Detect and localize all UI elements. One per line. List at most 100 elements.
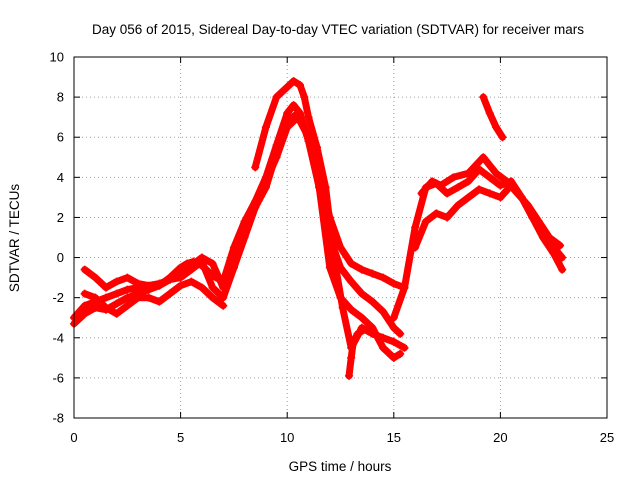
data-point-marker xyxy=(558,265,567,274)
data-point-marker xyxy=(289,77,298,86)
data-point-marker xyxy=(338,303,347,312)
data-point-marker xyxy=(411,223,420,232)
y-tick-label: -2 xyxy=(52,290,64,305)
y-tick-label: 0 xyxy=(57,250,64,265)
data-point-marker xyxy=(112,277,121,286)
data-point-marker xyxy=(545,233,554,242)
series-trace xyxy=(70,101,404,362)
data-point-marker xyxy=(475,185,484,194)
data-point-marker xyxy=(345,371,354,380)
data-point-marker xyxy=(165,289,174,298)
data-point-marker xyxy=(208,293,217,302)
data-point-marker xyxy=(464,177,473,186)
chart-title: Day 056 of 2015, Sidereal Day-to-day VTE… xyxy=(92,22,584,37)
data-point-marker xyxy=(336,243,345,252)
data-point-marker xyxy=(123,301,132,310)
data-point-marker xyxy=(379,333,388,342)
series-layer xyxy=(70,77,567,380)
data-point-marker xyxy=(368,297,377,306)
data-point-marker xyxy=(389,337,398,346)
data-point-marker xyxy=(251,203,260,212)
data-point-marker xyxy=(101,283,110,292)
x-tick-label: 5 xyxy=(177,430,184,445)
data-point-marker xyxy=(479,153,488,162)
data-point-marker xyxy=(498,133,507,142)
data-point-marker xyxy=(123,293,132,302)
data-point-marker xyxy=(80,301,89,310)
data-point-marker xyxy=(453,201,462,210)
data-point-marker xyxy=(359,325,368,334)
data-point-marker xyxy=(187,277,196,286)
data-point-marker xyxy=(240,229,249,238)
data-point-marker xyxy=(229,263,238,272)
data-point-marker xyxy=(464,169,473,178)
data-point-marker xyxy=(321,183,330,192)
data-point-marker xyxy=(91,293,100,302)
x-tick-label: 0 xyxy=(70,430,77,445)
data-point-marker xyxy=(91,273,100,282)
data-point-marker xyxy=(144,281,153,290)
data-point-marker xyxy=(283,117,292,126)
data-point-marker xyxy=(436,181,445,190)
data-point-marker xyxy=(496,193,505,202)
data-point-marker xyxy=(396,329,405,338)
data-point-marker xyxy=(485,189,494,198)
data-point-marker xyxy=(219,301,228,310)
data-point-marker xyxy=(357,289,366,298)
data-point-marker xyxy=(485,173,494,182)
data-point-marker xyxy=(112,309,121,318)
data-point-marker xyxy=(133,279,142,288)
x-tick-label: 25 xyxy=(600,430,614,445)
x-axis-label: GPS time / hours xyxy=(289,459,392,474)
data-point-marker xyxy=(502,177,511,186)
data-point-marker xyxy=(449,173,458,182)
data-point-marker xyxy=(443,213,452,222)
data-point-marker xyxy=(123,273,132,282)
data-point-marker xyxy=(313,143,322,152)
data-point-marker xyxy=(165,275,174,284)
data-point-marker xyxy=(80,265,89,274)
data-point-marker xyxy=(485,109,494,118)
data-point-marker xyxy=(379,307,388,316)
data-point-marker xyxy=(558,253,567,262)
data-point-marker xyxy=(347,353,356,362)
y-axis-label: SDTVAR / TECUs xyxy=(7,184,22,293)
data-point-marker xyxy=(349,337,358,346)
y-tick-label: -4 xyxy=(52,330,64,345)
data-point-marker xyxy=(101,293,110,302)
data-point-marker xyxy=(289,101,298,110)
data-point-marker xyxy=(208,259,217,268)
data-point-marker xyxy=(133,293,142,302)
data-point-marker xyxy=(379,273,388,282)
data-point-marker xyxy=(197,257,206,266)
data-point-marker xyxy=(357,265,366,274)
data-point-marker xyxy=(330,253,339,262)
y-tick-label: 6 xyxy=(57,130,64,145)
data-point-marker xyxy=(272,149,281,158)
data-point-marker xyxy=(261,183,270,192)
data-point-marker xyxy=(219,293,228,302)
data-point-marker xyxy=(347,259,356,268)
data-point-marker xyxy=(389,323,398,332)
data-point-marker xyxy=(155,297,164,306)
data-point-marker xyxy=(304,113,313,122)
data-point-marker xyxy=(176,273,185,282)
plot-frame xyxy=(73,56,608,419)
data-point-marker xyxy=(368,329,377,338)
data-point-marker xyxy=(400,343,409,352)
data-point-marker xyxy=(389,279,398,288)
data-point-marker xyxy=(492,169,501,178)
data-point-marker xyxy=(396,349,405,358)
data-point-marker xyxy=(513,189,522,198)
data-point-marker xyxy=(208,283,217,292)
data-point-marker xyxy=(357,313,366,322)
data-point-marker xyxy=(112,299,121,308)
y-tick-label: -6 xyxy=(52,370,64,385)
data-point-marker xyxy=(556,241,565,250)
y-tick-label: 10 xyxy=(50,50,64,65)
x-tick-label: 20 xyxy=(493,430,507,445)
data-point-marker xyxy=(347,277,356,286)
series-trace xyxy=(81,278,227,318)
data-point-marker xyxy=(379,343,388,352)
